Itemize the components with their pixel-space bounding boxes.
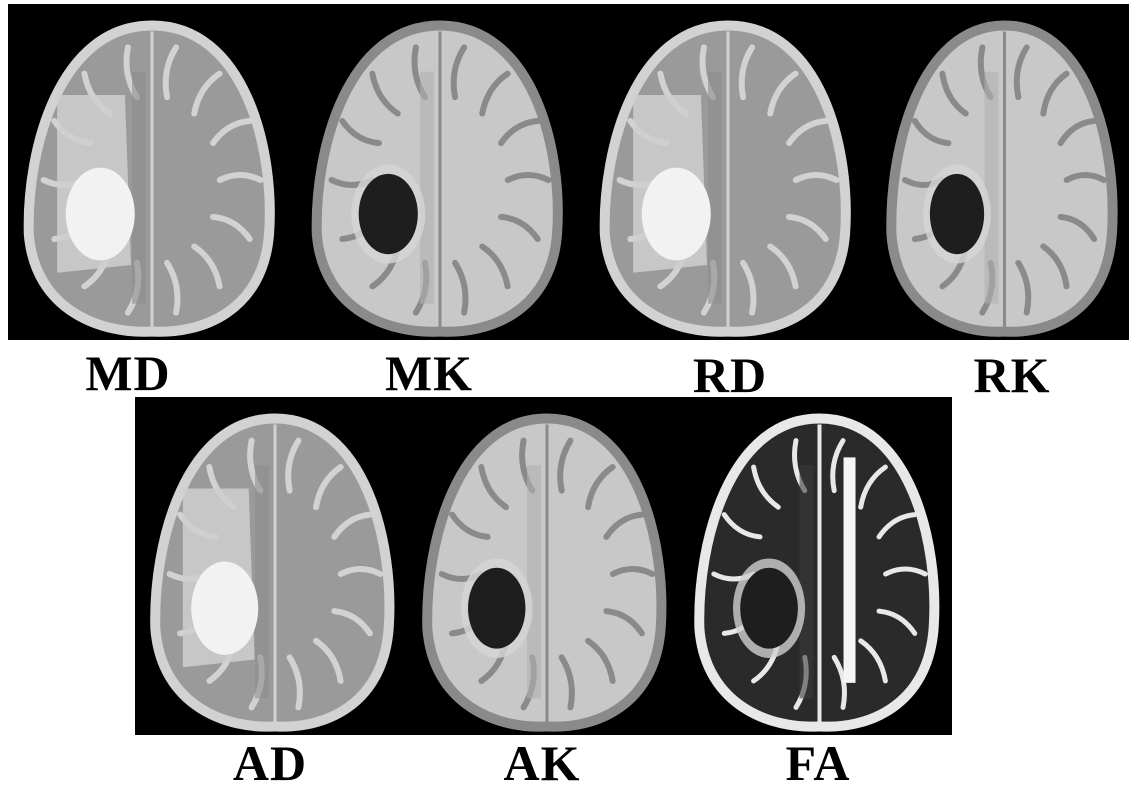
brain-rim [694, 413, 940, 732]
brain-scan-ad [135, 397, 407, 735]
brain-scan-ak [407, 397, 679, 735]
central-band [255, 465, 269, 699]
brain-scan-rk [872, 4, 1129, 340]
label-fa: FA [785, 735, 851, 791]
brain-scan-rd [584, 4, 864, 340]
top-image-strip [8, 4, 1129, 340]
brain-rim [150, 413, 395, 732]
brain-scan-md [8, 4, 288, 340]
central-band [132, 71, 146, 304]
label-md: MD [85, 345, 171, 401]
brain-rim [886, 20, 1118, 337]
lesion-dark [929, 173, 985, 255]
brain-rim [422, 413, 667, 732]
brain-rim [23, 20, 275, 337]
central-band [420, 71, 434, 304]
brain-rim [599, 20, 851, 337]
lesion-dark [740, 567, 798, 649]
central-band [799, 465, 814, 699]
bottom-image-strip [135, 397, 952, 735]
lesion-dark [358, 173, 418, 255]
lesion-dark [468, 567, 526, 649]
central-band [708, 71, 722, 304]
brain-rim [311, 20, 563, 337]
lesion-bright [641, 167, 711, 261]
lesion-bright [191, 561, 259, 655]
label-ak: AK [503, 735, 581, 791]
brain-scan-mk [296, 4, 576, 340]
label-ad: AD [232, 735, 308, 791]
label-rk: RK [973, 347, 1051, 403]
label-rd: RD [692, 347, 768, 403]
central-band [984, 71, 999, 304]
label-mk: MK [384, 345, 474, 401]
central-band [527, 465, 541, 699]
gyri-pattern [438, 437, 656, 711]
gyri-pattern [901, 44, 1108, 316]
lesion-bright [65, 167, 135, 261]
brain-scan-fa [679, 397, 952, 735]
